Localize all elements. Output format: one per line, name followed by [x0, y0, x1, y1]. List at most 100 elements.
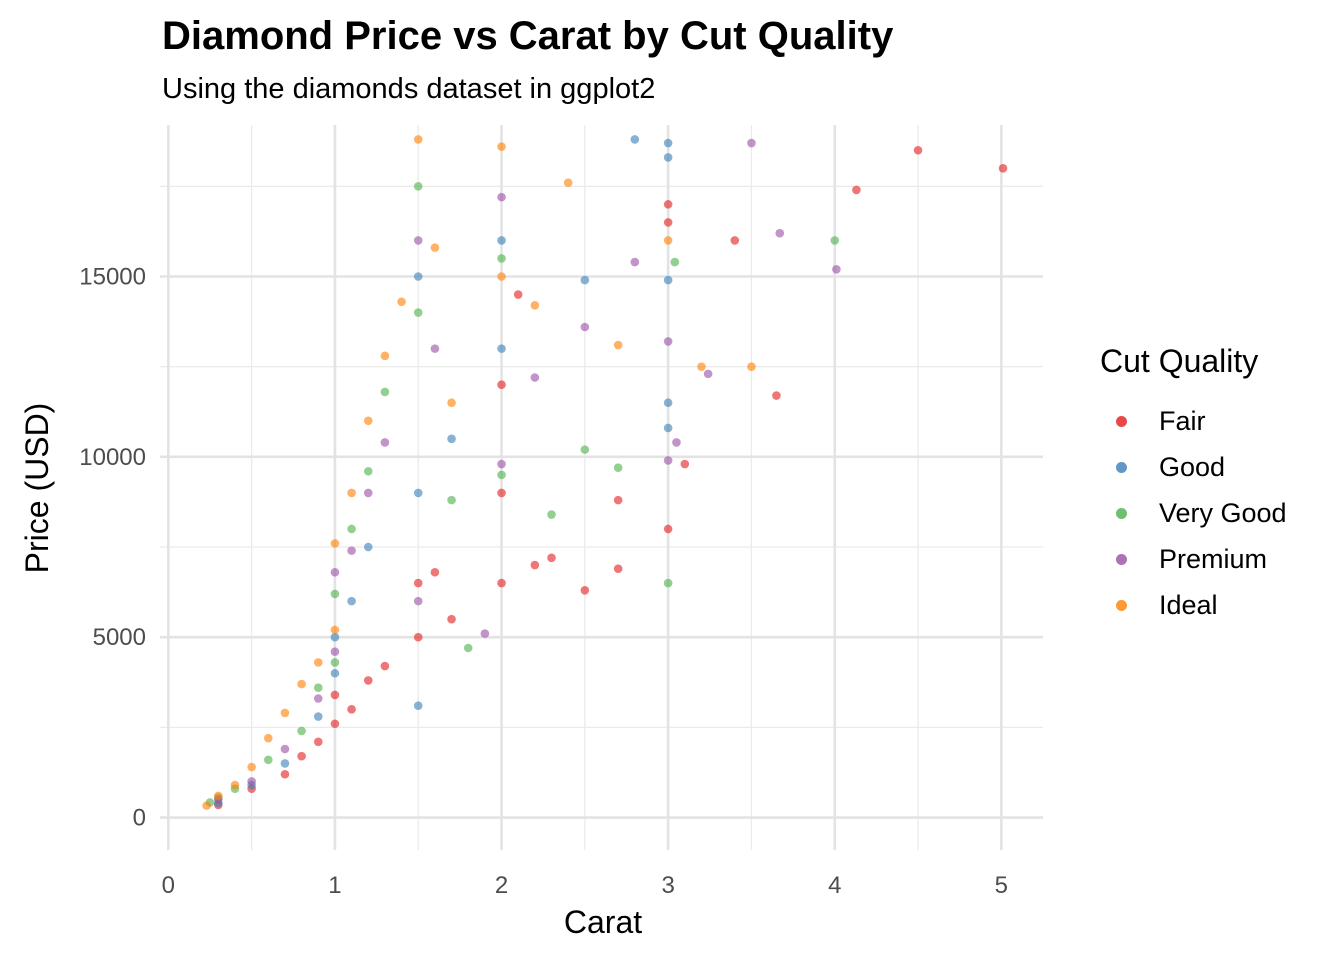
- point-very-good: [413, 308, 423, 317]
- point-very-good: [330, 589, 340, 599]
- point-ideal: [697, 362, 706, 371]
- point-fair: [913, 145, 923, 155]
- point-good: [497, 344, 506, 353]
- y-axis-title: Price (USD): [19, 403, 55, 574]
- point-very-good: [830, 236, 840, 245]
- y-tick-label: 10000: [79, 444, 146, 471]
- point-ideal: [330, 539, 340, 548]
- point-fair: [663, 524, 673, 534]
- point-very-good: [363, 466, 373, 476]
- point-premium: [497, 459, 506, 469]
- legend-key-fair: [1116, 415, 1127, 427]
- legend-label-very-good: Very Good: [1159, 497, 1287, 528]
- point-good: [663, 153, 673, 162]
- point-good: [363, 542, 373, 552]
- point-fair: [447, 614, 456, 624]
- point-fair: [497, 578, 506, 588]
- point-ideal: [530, 301, 540, 310]
- point-ideal: [313, 658, 323, 667]
- point-fair: [680, 459, 690, 469]
- legend-label-ideal: Ideal: [1159, 589, 1218, 620]
- tick-labels: 0 1 2 3 4 5 0 5000 10000 15000: [79, 263, 1008, 899]
- point-premium: [480, 629, 490, 638]
- legend-item-good: Good: [1100, 444, 1287, 490]
- point-good: [663, 138, 673, 148]
- x-tick-label: 3: [661, 872, 674, 899]
- point-good: [413, 488, 423, 498]
- point-fair: [530, 560, 540, 570]
- point-good: [447, 434, 456, 444]
- point-premium: [330, 647, 340, 656]
- point-very-good: [263, 755, 273, 765]
- point-premium: [330, 567, 340, 577]
- point-good: [630, 135, 640, 144]
- legend-title: Cut Quality: [1100, 343, 1259, 379]
- point-ideal: [413, 135, 423, 144]
- point-very-good: [380, 387, 390, 397]
- point-fair: [580, 585, 590, 595]
- point-fair: [547, 553, 556, 563]
- point-premium: [630, 257, 640, 267]
- point-ideal: [613, 340, 623, 350]
- point-premium: [580, 322, 590, 332]
- point-ideal: [663, 236, 673, 245]
- point-fair: [363, 676, 373, 685]
- legend-key-very-good: [1116, 507, 1127, 519]
- point-ideal: [297, 679, 306, 689]
- point-very-good: [497, 254, 506, 263]
- point-good: [413, 272, 423, 281]
- point-very-good: [313, 683, 323, 692]
- point-ideal: [330, 625, 340, 635]
- point-good: [330, 668, 340, 678]
- point-fair: [613, 495, 623, 505]
- point-very-good: [330, 658, 340, 667]
- point-fair: [297, 751, 306, 761]
- point-good: [313, 712, 323, 721]
- grid-lines: [160, 125, 1043, 850]
- legend-label-premium: Premium: [1159, 543, 1268, 574]
- x-tick-label: 2: [495, 872, 508, 899]
- point-premium: [703, 369, 713, 379]
- x-tick-label: 1: [328, 872, 341, 899]
- chart-title: Diamond Price vs Carat by Cut Quality: [162, 14, 894, 58]
- point-fair: [772, 391, 781, 400]
- point-good: [580, 275, 590, 285]
- legend-key-good: [1116, 461, 1127, 473]
- point-premium: [775, 228, 785, 238]
- point-fair: [347, 705, 356, 714]
- legend: Cut Quality Fair Good Very Good Premium Idea…: [1100, 343, 1287, 628]
- point-premium: [380, 438, 390, 447]
- point-fair: [413, 632, 423, 642]
- x-tick-label: 0: [162, 872, 175, 899]
- point-premium: [672, 438, 681, 447]
- point-ideal: [202, 801, 211, 810]
- point-good: [413, 701, 423, 711]
- point-fair: [330, 690, 340, 700]
- point-ideal: [447, 398, 456, 408]
- point-very-good: [580, 445, 590, 454]
- point-fair: [497, 380, 506, 390]
- point-fair: [280, 769, 290, 779]
- y-tick-label: 5000: [93, 624, 146, 651]
- point-fair: [613, 564, 623, 573]
- point-premium: [247, 777, 256, 786]
- legend-item-very-good: Very Good: [1100, 490, 1287, 536]
- legend-label-fair: Fair: [1159, 405, 1206, 436]
- point-good: [330, 632, 340, 642]
- point-good: [280, 759, 290, 768]
- point-very-good: [663, 578, 673, 588]
- point-fair: [513, 290, 523, 299]
- point-premium: [663, 456, 673, 465]
- legend-label-good: Good: [1159, 451, 1226, 482]
- point-fair: [663, 218, 673, 227]
- point-ideal: [430, 243, 440, 252]
- point-ideal: [497, 142, 506, 151]
- point-premium: [313, 694, 323, 703]
- point-fair: [497, 488, 506, 498]
- point-ideal: [380, 351, 390, 361]
- point-very-good: [413, 182, 423, 191]
- chart-subtitle: Using the diamonds dataset in ggplot2: [162, 73, 656, 105]
- point-fair: [413, 578, 423, 588]
- point-premium: [363, 488, 373, 498]
